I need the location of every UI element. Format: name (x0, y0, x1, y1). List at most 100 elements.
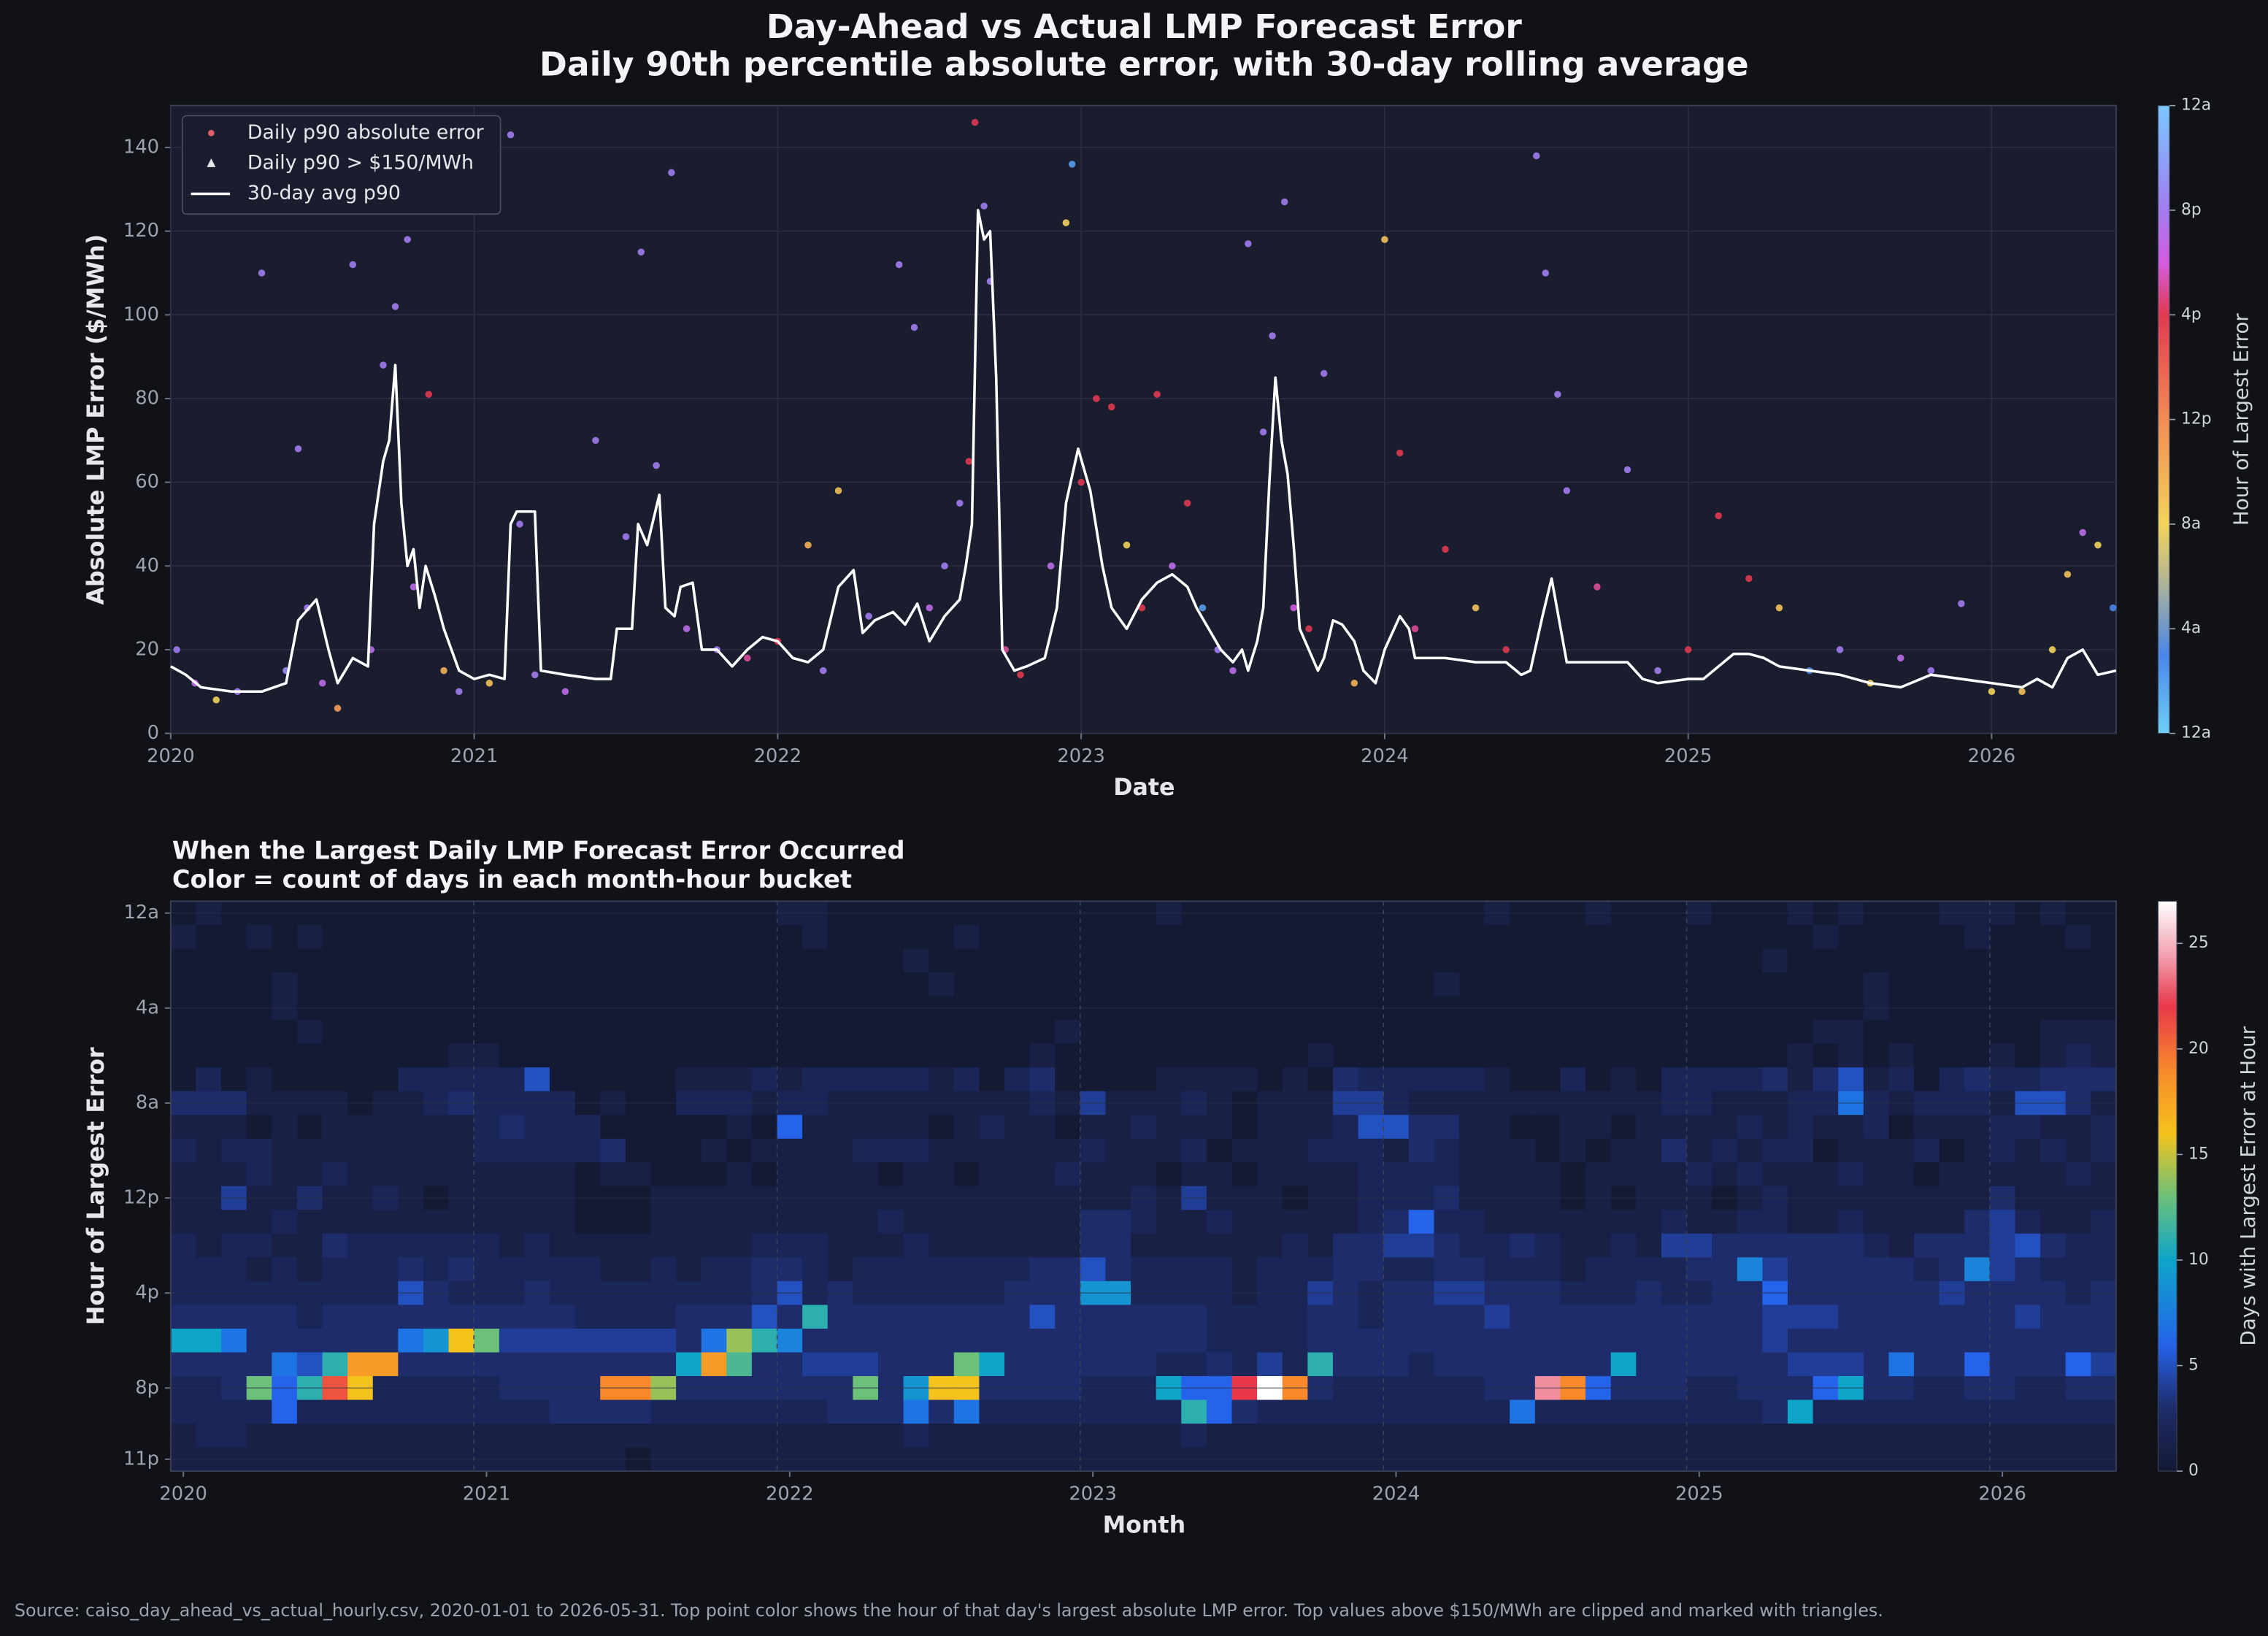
heatmap-cell (398, 1020, 424, 1045)
heatmap-cell (1888, 1305, 1915, 1329)
heatmap-cell (1105, 1424, 1131, 1448)
heatmap-cell (1029, 1352, 1056, 1377)
heatmap-cell (979, 1257, 1005, 1282)
heatmap-cell (1131, 1043, 1157, 1068)
heatmap-cell (170, 1257, 197, 1282)
heatmap-cell (853, 1115, 879, 1140)
heatmap-cell (2065, 1115, 2091, 1140)
heatmap-cell (474, 1162, 500, 1187)
heatmap-cell (1156, 1399, 1182, 1424)
heatmap-cell (296, 1115, 323, 1140)
heatmap-cell (1181, 1257, 1207, 1282)
heatmap-cell (1307, 1352, 1334, 1377)
heatmap-cell (524, 1115, 550, 1140)
heatmap-cell (347, 1115, 374, 1140)
heatmap-cell (448, 1233, 474, 1258)
heatmap-cell (1813, 1352, 1839, 1377)
heatmap-cell (1888, 1020, 1915, 1045)
heatmap-cell (550, 1233, 576, 1258)
scatter-point (1396, 449, 1404, 457)
x-tick-label: 2024 (1361, 745, 1409, 767)
heatmap-cell (1105, 948, 1131, 973)
scatter-point (592, 437, 599, 445)
heatmap-cell (1863, 948, 1889, 973)
heatmap-cell (1383, 1305, 1410, 1329)
heatmap-cell (650, 1424, 677, 1448)
heatmap-cell (1964, 1328, 1991, 1353)
heatmap-cell (499, 1233, 526, 1258)
heatmap-cell (1534, 1424, 1561, 1448)
heatmap-cell (802, 1210, 829, 1234)
heatmap-cell (221, 1305, 247, 1329)
heatmap-cell (423, 1138, 450, 1163)
heatmap-cell (1686, 1352, 1712, 1377)
heatmap-cell (1055, 1210, 1081, 1234)
scatter-point (1542, 269, 1550, 277)
heatmap-title: When the Largest Daily LMP Forecast Erro… (172, 837, 905, 865)
heatmap-cell (1560, 1257, 1586, 1282)
heatmap-cell (296, 924, 323, 950)
scatter-point (1836, 646, 1844, 653)
heatmap-cell (2015, 1352, 2041, 1377)
heatmap-cell (1080, 1210, 1107, 1234)
heatmap-cell (701, 1210, 727, 1234)
heatmap-cell (1408, 972, 1434, 997)
heatmap-cell (1686, 1257, 1712, 1282)
heatmap-cell (423, 948, 450, 973)
heatmap-cell (726, 1352, 753, 1377)
legend-swatch (207, 158, 216, 167)
heatmap-cell (2065, 972, 2091, 997)
heatmap-cell (272, 948, 298, 973)
heatmap-cell (1181, 972, 1207, 997)
heatmap-cell (423, 1043, 450, 1068)
heatmap-cell (979, 1162, 1005, 1187)
heatmap-cell (802, 1162, 829, 1187)
heatmap-cell (272, 1020, 298, 1045)
heatmap-cell (1332, 1424, 1359, 1448)
heatmap-cell (296, 948, 323, 973)
heatmap-cell (2091, 1257, 2117, 1282)
heatmap-cell (701, 1305, 727, 1329)
x-axis-label: Month (1103, 1512, 1186, 1538)
heatmap-cell (726, 948, 753, 973)
heatmap-cell (474, 1210, 500, 1234)
heatmap-cell (877, 1115, 904, 1140)
heatmap-cell (1787, 1399, 1814, 1424)
heatmap-cell (2015, 1162, 2041, 1187)
heatmap-cell (853, 1210, 879, 1234)
heatmap-cell (1939, 1115, 1965, 1140)
heatmap-cell (1939, 948, 1965, 973)
heatmap-cell (877, 1067, 904, 1092)
heatmap-cell (448, 1020, 474, 1045)
heatmap-cell (1964, 1067, 1991, 1092)
heatmap-cell (524, 1020, 550, 1045)
heatmap-cell (1257, 1067, 1283, 1092)
heatmap-cell (1383, 1328, 1410, 1353)
heatmap-cell (1459, 1210, 1485, 1234)
chart-title: Day-Ahead vs Actual LMP Forecast Error (766, 7, 1522, 46)
heatmap-cell (1762, 924, 1788, 950)
colorbar-tick-label: 12a (2181, 96, 2211, 115)
heatmap-cell (246, 1043, 272, 1068)
heatmap-cell (650, 1067, 677, 1092)
heatmap-cell (1787, 1162, 1814, 1187)
heatmap-cell (1484, 1233, 1510, 1258)
heatmap-cell (1484, 972, 1510, 997)
heatmap-cell (1181, 1067, 1207, 1092)
heatmap-cell (1484, 1399, 1510, 1424)
heatmap-cell (170, 924, 197, 950)
heatmap-cell (170, 1043, 197, 1068)
heatmap-cell (1838, 1233, 1864, 1258)
scatter-point (965, 458, 973, 465)
heatmap-cell (1863, 1328, 1889, 1353)
heatmap-cell (701, 1162, 727, 1187)
heatmap-cell (676, 948, 702, 973)
heatmap-cell (751, 1352, 778, 1377)
heatmap-cell (1838, 1162, 1864, 1187)
heatmap-cell (372, 972, 399, 997)
heatmap-cell (676, 1067, 702, 1092)
heatmap-cell (1459, 1043, 1485, 1068)
heatmap-cell (1510, 1067, 1536, 1092)
heatmap-cell (877, 1043, 904, 1068)
heatmap-cell (448, 1352, 474, 1377)
